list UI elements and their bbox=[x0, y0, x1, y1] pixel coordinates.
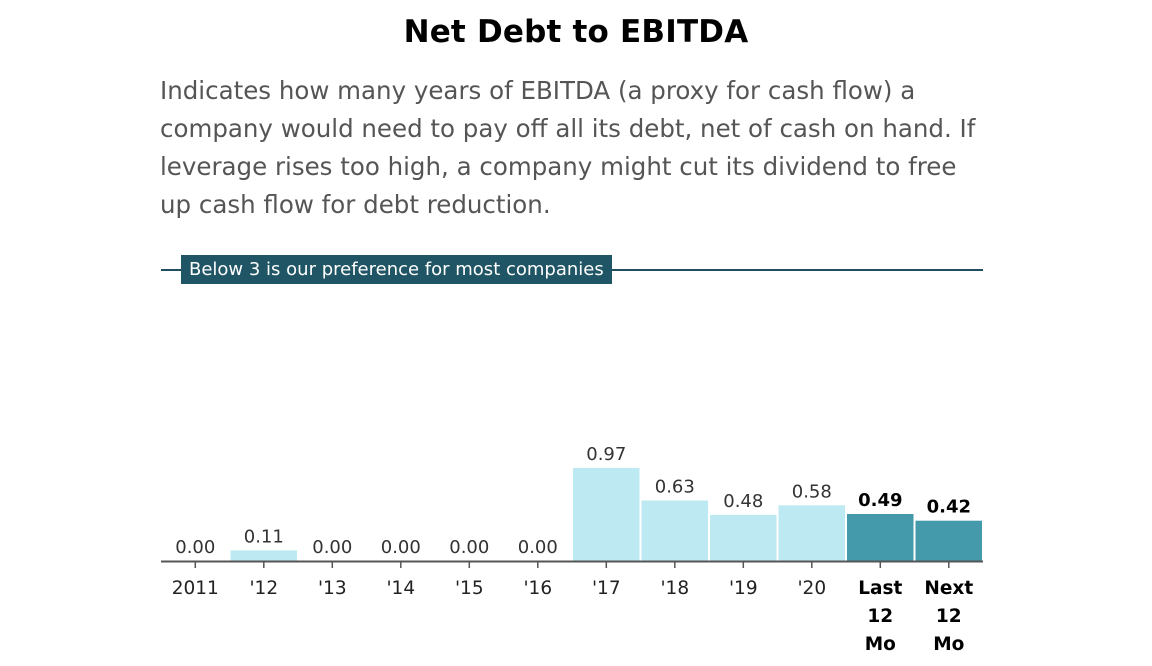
x-tick-label-line: Last bbox=[858, 578, 902, 599]
value-labels-group: 0.00 0.11 0.00 0.00 0.00 0.00 0.97 0.63 0.48 0.58… bbox=[175, 444, 971, 558]
bar-1 bbox=[230, 550, 297, 561]
x-tick-label-line: Mo bbox=[933, 634, 964, 655]
bar-6 bbox=[573, 467, 640, 561]
chart-title: Net Debt to EBITDA bbox=[403, 14, 749, 50]
x-tick-label-0: 2011 bbox=[172, 578, 219, 599]
value-label-5: 0.00 bbox=[518, 537, 558, 558]
x-tick-label-line: '18 bbox=[660, 578, 689, 599]
value-label-3: 0.00 bbox=[381, 537, 421, 558]
x-tick-label-line: Mo bbox=[865, 634, 896, 655]
x-tick-label-7: '18 bbox=[660, 578, 689, 599]
x-tick-label-5: '16 bbox=[523, 578, 552, 599]
x-tick-label-line: 2011 bbox=[172, 578, 219, 599]
x-tick-label-line: '17 bbox=[592, 578, 621, 599]
x-tick-label-9: '20 bbox=[797, 578, 826, 599]
bar-11 bbox=[915, 520, 982, 561]
x-tick-label-line: '13 bbox=[318, 578, 347, 599]
value-label-6: 0.97 bbox=[586, 444, 626, 465]
bar-10 bbox=[847, 514, 914, 561]
x-tick-label-line: Next bbox=[924, 578, 973, 599]
x-tick-label-4: '15 bbox=[455, 578, 484, 599]
x-tick-label-line: '20 bbox=[797, 578, 826, 599]
threshold-label: Below 3 is our preference for most compa… bbox=[181, 255, 612, 284]
bar-8 bbox=[710, 514, 777, 561]
value-label-7: 0.63 bbox=[655, 477, 695, 498]
x-tick-label-line: '15 bbox=[455, 578, 484, 599]
x-tick-label-line: 12 bbox=[867, 606, 893, 627]
value-label-2: 0.00 bbox=[312, 537, 352, 558]
x-tick-label-3: '14 bbox=[386, 578, 415, 599]
value-label-8: 0.48 bbox=[723, 491, 763, 512]
bar-9 bbox=[778, 505, 845, 561]
x-tick-label-11: Next 12 Mo bbox=[924, 578, 973, 655]
x-tick-labels-group: 2011'12'13'14'15'16'17'18'19'20 Last 12 MoN… bbox=[172, 578, 974, 655]
x-ticks-group bbox=[194, 561, 950, 568]
value-label-10: 0.49 bbox=[858, 490, 902, 511]
x-tick-label-8: '19 bbox=[729, 578, 758, 599]
x-tick-label-line: 12 bbox=[936, 606, 962, 627]
bar-7 bbox=[641, 500, 708, 561]
x-tick-label-2: '13 bbox=[318, 578, 347, 599]
value-label-0: 0.00 bbox=[175, 537, 215, 558]
value-label-9: 0.58 bbox=[792, 481, 832, 502]
x-tick-label-10: Last 12 Mo bbox=[858, 578, 902, 655]
value-label-4: 0.00 bbox=[449, 537, 489, 558]
bars-group bbox=[230, 467, 982, 561]
x-tick-label-1: '12 bbox=[249, 578, 278, 599]
x-tick-label-line: '14 bbox=[386, 578, 415, 599]
x-tick-label-6: '17 bbox=[592, 578, 621, 599]
value-label-1: 0.11 bbox=[244, 526, 284, 547]
chart-description: Indicates how many years of EBITDA (a pr… bbox=[160, 76, 976, 219]
x-tick-label-line: '16 bbox=[523, 578, 552, 599]
x-tick-label-line: '12 bbox=[249, 578, 278, 599]
value-label-11: 0.42 bbox=[927, 497, 971, 518]
x-tick-label-line: '19 bbox=[729, 578, 758, 599]
